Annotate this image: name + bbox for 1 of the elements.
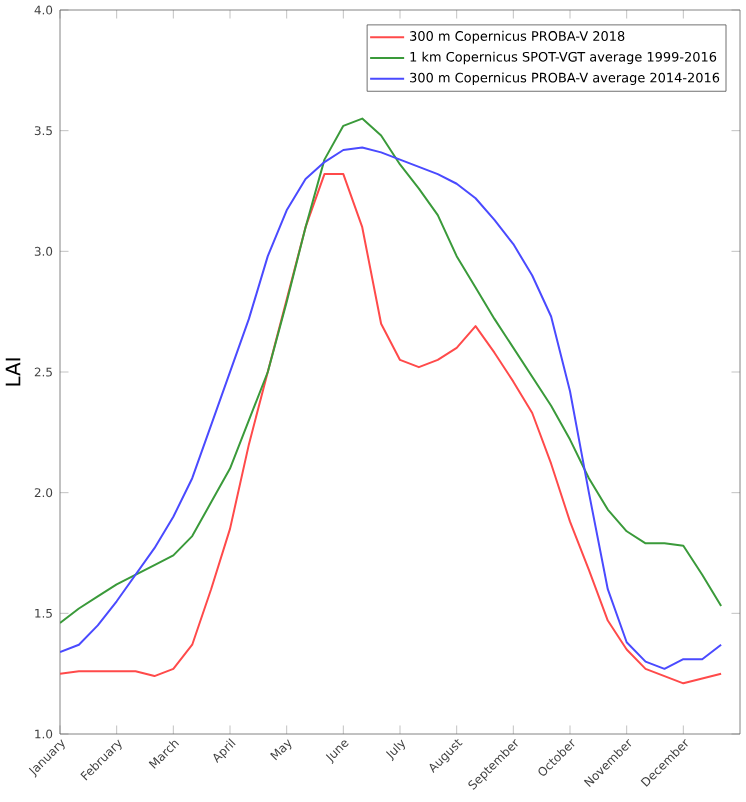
- y-axis-title: LAI: [5, 358, 21, 386]
